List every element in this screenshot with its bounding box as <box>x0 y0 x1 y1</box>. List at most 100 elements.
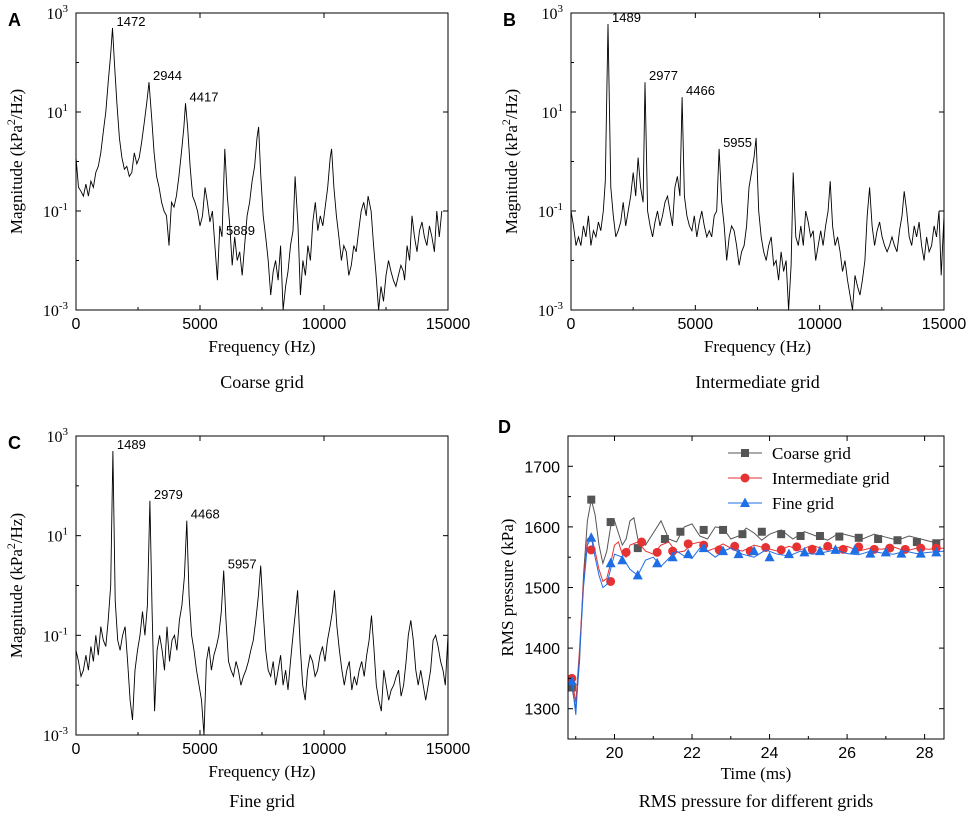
peak-label: 4417 <box>190 89 219 104</box>
series-line <box>571 536 944 715</box>
data-point <box>637 537 647 547</box>
peak-label: 2979 <box>154 487 183 502</box>
peak-label: 5955 <box>723 135 752 150</box>
y-tick-label: 10-3 <box>538 300 564 320</box>
peak-label: 4468 <box>191 507 220 522</box>
x-tick-label: 15000 <box>922 316 967 333</box>
data-point <box>776 545 786 555</box>
y-tick-label: 1400 <box>524 641 560 658</box>
data-point <box>783 548 794 559</box>
data-point <box>683 539 693 549</box>
y-tick-label: 1500 <box>524 581 560 598</box>
plot-frame <box>570 12 945 311</box>
x-tick-label: 10000 <box>797 316 842 333</box>
legend-entry: Fine grid <box>728 494 834 513</box>
legend-label: Fine grid <box>772 494 834 513</box>
data-point <box>830 544 841 554</box>
data-point <box>931 546 942 557</box>
peak-label: 2977 <box>649 68 678 83</box>
y-tick-label: 1700 <box>524 459 560 476</box>
data-point <box>880 546 891 557</box>
data-point <box>568 675 577 686</box>
data-point <box>733 548 744 559</box>
x-tick-label: 28 <box>916 745 934 762</box>
y-tick-label: 10-1 <box>43 201 68 221</box>
peak-label: 5957 <box>228 556 257 571</box>
y-tick-label: 103 <box>47 3 69 23</box>
y-tick-label: 101 <box>542 102 564 122</box>
y-tick-label: 10-3 <box>43 725 69 745</box>
data-point <box>757 527 766 536</box>
x-tick-label: 26 <box>838 745 856 762</box>
peak-label: 1472 <box>117 14 146 29</box>
y-tick-label: 1300 <box>524 702 560 719</box>
y-tick-label: 103 <box>542 3 564 23</box>
y-tick-label: 1600 <box>524 520 560 537</box>
chart-panel-c: 0 5000 10000 15000 10-3 10-1 101 103 1489 2979 446… <box>4 426 470 811</box>
data-point <box>799 546 810 557</box>
series-fine-grid <box>568 532 944 715</box>
x-tick-label: 24 <box>761 745 779 762</box>
peak-label: 2944 <box>153 68 182 83</box>
data-point <box>896 548 907 558</box>
data-point <box>893 536 902 545</box>
series-line <box>571 499 944 709</box>
peak-label: 1489 <box>117 437 146 452</box>
data-point <box>587 495 596 504</box>
data-point <box>777 530 786 539</box>
data-point <box>792 542 802 552</box>
panel-caption: RMS pressure for different grids <box>639 791 874 811</box>
x-axis-label: Time (ms) <box>721 764 792 783</box>
data-point <box>912 538 921 547</box>
data-point <box>652 547 662 557</box>
data-point <box>854 533 863 542</box>
x-axis-label: Frequency (Hz) <box>208 337 315 356</box>
data-point <box>621 547 631 557</box>
data-point <box>718 545 729 556</box>
legend-entry: Intermediate grid <box>728 469 890 488</box>
data-point <box>617 554 628 565</box>
data-point <box>632 569 643 580</box>
data-point <box>660 535 669 544</box>
data-point <box>698 542 709 553</box>
peak-label: 4466 <box>686 83 715 98</box>
y-tick-label: 101 <box>47 102 69 122</box>
data-point <box>586 532 597 542</box>
legend-marker <box>741 449 749 457</box>
x-tick-label: 20 <box>606 745 624 762</box>
legend-label: Intermediate grid <box>772 469 890 488</box>
x-tick-label: 10000 <box>302 316 347 333</box>
panel-letter: D <box>498 417 511 437</box>
y-tick-label: 10-1 <box>538 201 563 221</box>
data-point <box>668 546 678 556</box>
y-tick-label: 101 <box>47 526 69 546</box>
x-tick-label: 15000 <box>426 741 471 758</box>
data-point <box>849 544 860 554</box>
x-axis-label: Frequency (Hz) <box>704 337 811 356</box>
data-point <box>874 535 883 544</box>
x-tick-label: 15000 <box>426 316 471 333</box>
data-point <box>676 527 685 536</box>
series-line <box>571 535 944 703</box>
data-point <box>807 544 817 554</box>
data-point <box>865 548 876 558</box>
chart-panel-d: 20 22 24 26 28 1300 1400 1500 1600 1700 Coarse gri… <box>498 417 945 811</box>
panel-letter: B <box>503 10 516 30</box>
spectrum-line <box>571 23 944 310</box>
x-tick-label: 0 <box>567 316 576 333</box>
peak-label: 5889 <box>226 223 255 238</box>
data-point <box>683 548 694 559</box>
data-point <box>667 551 678 562</box>
x-tick-label: 5000 <box>678 316 714 333</box>
y-axis-label: Magnitude (kPa2/Hz) <box>4 513 26 658</box>
panel-caption: Fine grid <box>229 791 295 811</box>
x-tick-label: 22 <box>683 745 701 762</box>
legend: Coarse grid Intermediate grid Fine grid <box>728 444 890 513</box>
data-point <box>815 531 824 540</box>
legend-label: Coarse grid <box>772 444 851 463</box>
spectrum-line <box>76 450 448 735</box>
data-point <box>719 525 728 534</box>
chart-panel-a: 0 5000 10000 15000 10-3 10-1 101 103 1472 2944 441… <box>4 3 470 392</box>
legend-entry: Coarse grid <box>728 444 851 463</box>
